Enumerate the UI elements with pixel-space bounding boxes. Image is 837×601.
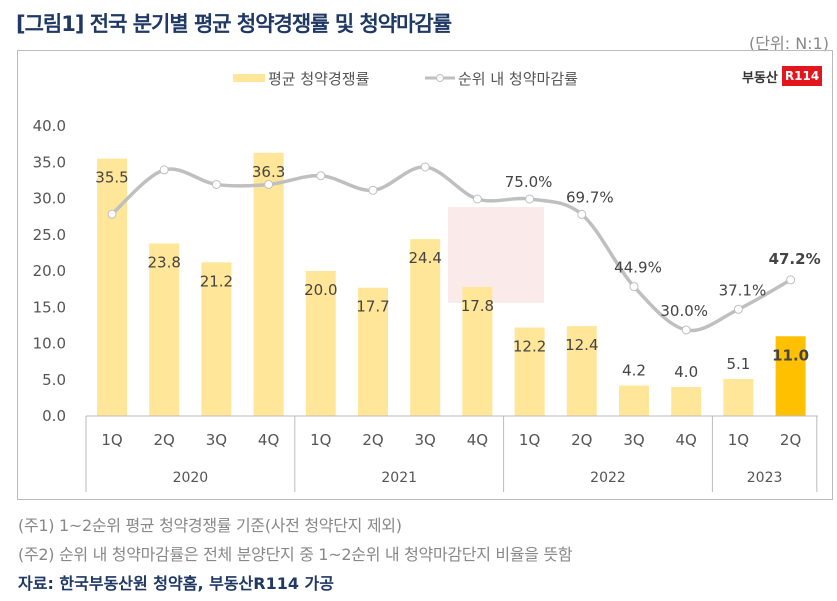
bar — [253, 152, 284, 416]
unit-label: (단위: N:1) — [749, 34, 829, 53]
bar-data-label: 4.0 — [674, 363, 698, 381]
year-label: 2020 — [173, 470, 209, 486]
bar-data-label: 36.3 — [252, 163, 285, 181]
line-marker — [525, 194, 535, 204]
line-marker — [211, 179, 221, 189]
bar — [149, 243, 180, 416]
bar-data-label: 17.7 — [356, 298, 389, 316]
y-tick-label: 40.0 — [33, 117, 66, 135]
x-tick-label: 1Q — [101, 431, 122, 449]
line-data-label: 47.2% — [769, 250, 821, 268]
bar — [514, 327, 545, 416]
bar — [619, 385, 649, 416]
source: 자료: 한국부동산원 청약홈, 부동산R114 가공 — [18, 574, 334, 593]
note-1: (주1) 1~2순위 평균 청약경쟁률 기준(사전 청약단지 제외) — [18, 516, 402, 535]
bar — [410, 239, 441, 416]
line-data-label: 75.0% — [505, 173, 553, 191]
x-tick-label: 1Q — [310, 431, 331, 449]
line-marker — [733, 304, 743, 314]
year-label: 2023 — [747, 470, 783, 486]
x-tick-label: 3Q — [206, 431, 227, 449]
bar-data-label: 5.1 — [726, 355, 750, 373]
x-tick-label: 2Q — [571, 431, 592, 449]
y-tick-label: 15.0 — [33, 298, 66, 316]
bar-data-label: 12.4 — [565, 336, 598, 354]
logo: 부동산 R114 — [742, 66, 823, 86]
bar-data-label: 24.4 — [408, 249, 441, 267]
x-tick-label: 4Q — [258, 431, 279, 449]
bar — [201, 262, 232, 416]
y-tick-label: 25.0 — [33, 226, 66, 244]
y-tick-label: 5.0 — [42, 371, 66, 389]
line-marker — [629, 282, 639, 292]
bar — [462, 286, 493, 416]
line-marker — [368, 185, 378, 195]
line-data-label: 37.1% — [719, 281, 767, 299]
x-tick-label: 1Q — [519, 431, 540, 449]
x-tick-label: 2Q — [362, 431, 383, 449]
bar — [671, 387, 702, 416]
y-tick-label: 10.0 — [33, 335, 66, 353]
line-marker — [264, 179, 274, 189]
line-marker — [472, 194, 482, 204]
bar — [305, 271, 336, 416]
bar-data-label: 35.5 — [95, 169, 128, 187]
line-marker — [316, 171, 326, 181]
y-tick-label: 0.0 — [42, 407, 66, 425]
line-marker — [159, 165, 169, 175]
note-2: (주2) 순위 내 청약마감률은 전체 분양단지 중 1~2순위 내 청약마감단… — [18, 545, 573, 564]
legend-line-marker — [436, 74, 444, 82]
line-data-label: 69.7% — [566, 188, 614, 206]
logo-badge: R114 — [781, 66, 823, 86]
x-tick-label: 2Q — [154, 431, 175, 449]
legend-line-label: 순위 내 청약마감률 — [458, 70, 578, 88]
x-tick-label: 1Q — [728, 431, 749, 449]
bar-data-label: 17.8 — [461, 297, 494, 315]
y-tick-label: 20.0 — [33, 262, 66, 280]
line-data-label: 30.0% — [660, 302, 708, 320]
line-data-label: 44.9% — [614, 259, 662, 277]
x-tick-label: 2Q — [780, 431, 801, 449]
y-tick-label: 35.0 — [33, 153, 66, 171]
chart-frame — [17, 50, 833, 500]
bar — [775, 336, 806, 416]
line-marker — [107, 209, 117, 219]
bar — [723, 379, 754, 416]
y-tick-label: 30.0 — [33, 190, 66, 208]
bar-data-label: 12.2 — [513, 338, 546, 356]
line-marker — [786, 275, 796, 285]
bar-data-label: 23.8 — [147, 253, 180, 271]
line-marker — [420, 162, 430, 172]
x-tick-label: 3Q — [415, 431, 436, 449]
legend-bar-swatch — [233, 74, 265, 82]
bar-data-label: 4.2 — [622, 362, 646, 380]
bar-data-label: 21.2 — [200, 272, 233, 290]
bar-data-label: 20.0 — [304, 281, 337, 299]
bar — [97, 158, 127, 416]
bar-data-label: 11.0 — [772, 346, 809, 364]
line-marker — [681, 325, 691, 335]
year-label: 2022 — [590, 470, 626, 486]
x-tick-label: 4Q — [676, 431, 697, 449]
x-tick-label: 4Q — [467, 431, 488, 449]
x-tick-label: 3Q — [623, 431, 644, 449]
line-marker — [577, 209, 587, 219]
legend-bar-label: 평균 청약경쟁률 — [268, 70, 370, 88]
bar — [566, 326, 597, 416]
bar — [358, 287, 388, 416]
page-title: [그림1] 전국 분기별 평균 청약경쟁률 및 청약마감률 — [16, 12, 452, 36]
logo-text: 부동산 — [742, 70, 778, 86]
year-label: 2021 — [381, 470, 417, 486]
